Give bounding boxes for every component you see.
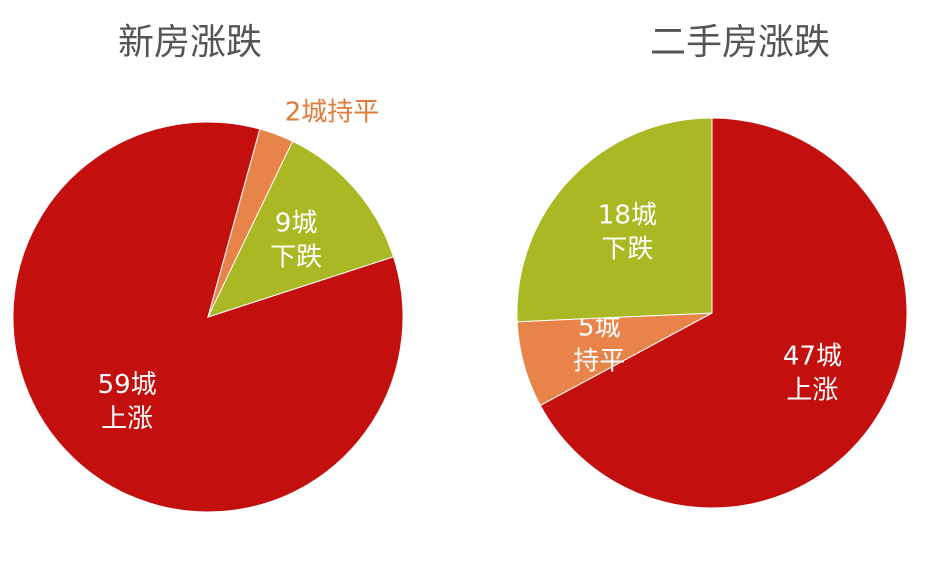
category-label: 下跌 (601, 235, 653, 265)
pie-slice (207, 140, 395, 318)
category-label: 持平 (327, 97, 379, 127)
chart-title: 新房涨跌 (118, 22, 262, 63)
value-label: 9城 (275, 209, 318, 239)
chart-title: 二手房涨跌 (650, 22, 830, 63)
category-label: 持平 (573, 347, 625, 377)
value-label: 47城 (783, 342, 842, 372)
category-label: 下跌 (270, 243, 322, 273)
value-label: 18城 (598, 201, 657, 231)
pie-slice (516, 117, 713, 323)
category-label: 上涨 (786, 376, 838, 406)
category-label: 上涨 (101, 404, 153, 434)
pie-slice (539, 117, 908, 509)
value-label: 59城 (98, 370, 157, 400)
value-label: 2城 (285, 97, 328, 127)
slice-label: 2城持平 (285, 97, 380, 127)
